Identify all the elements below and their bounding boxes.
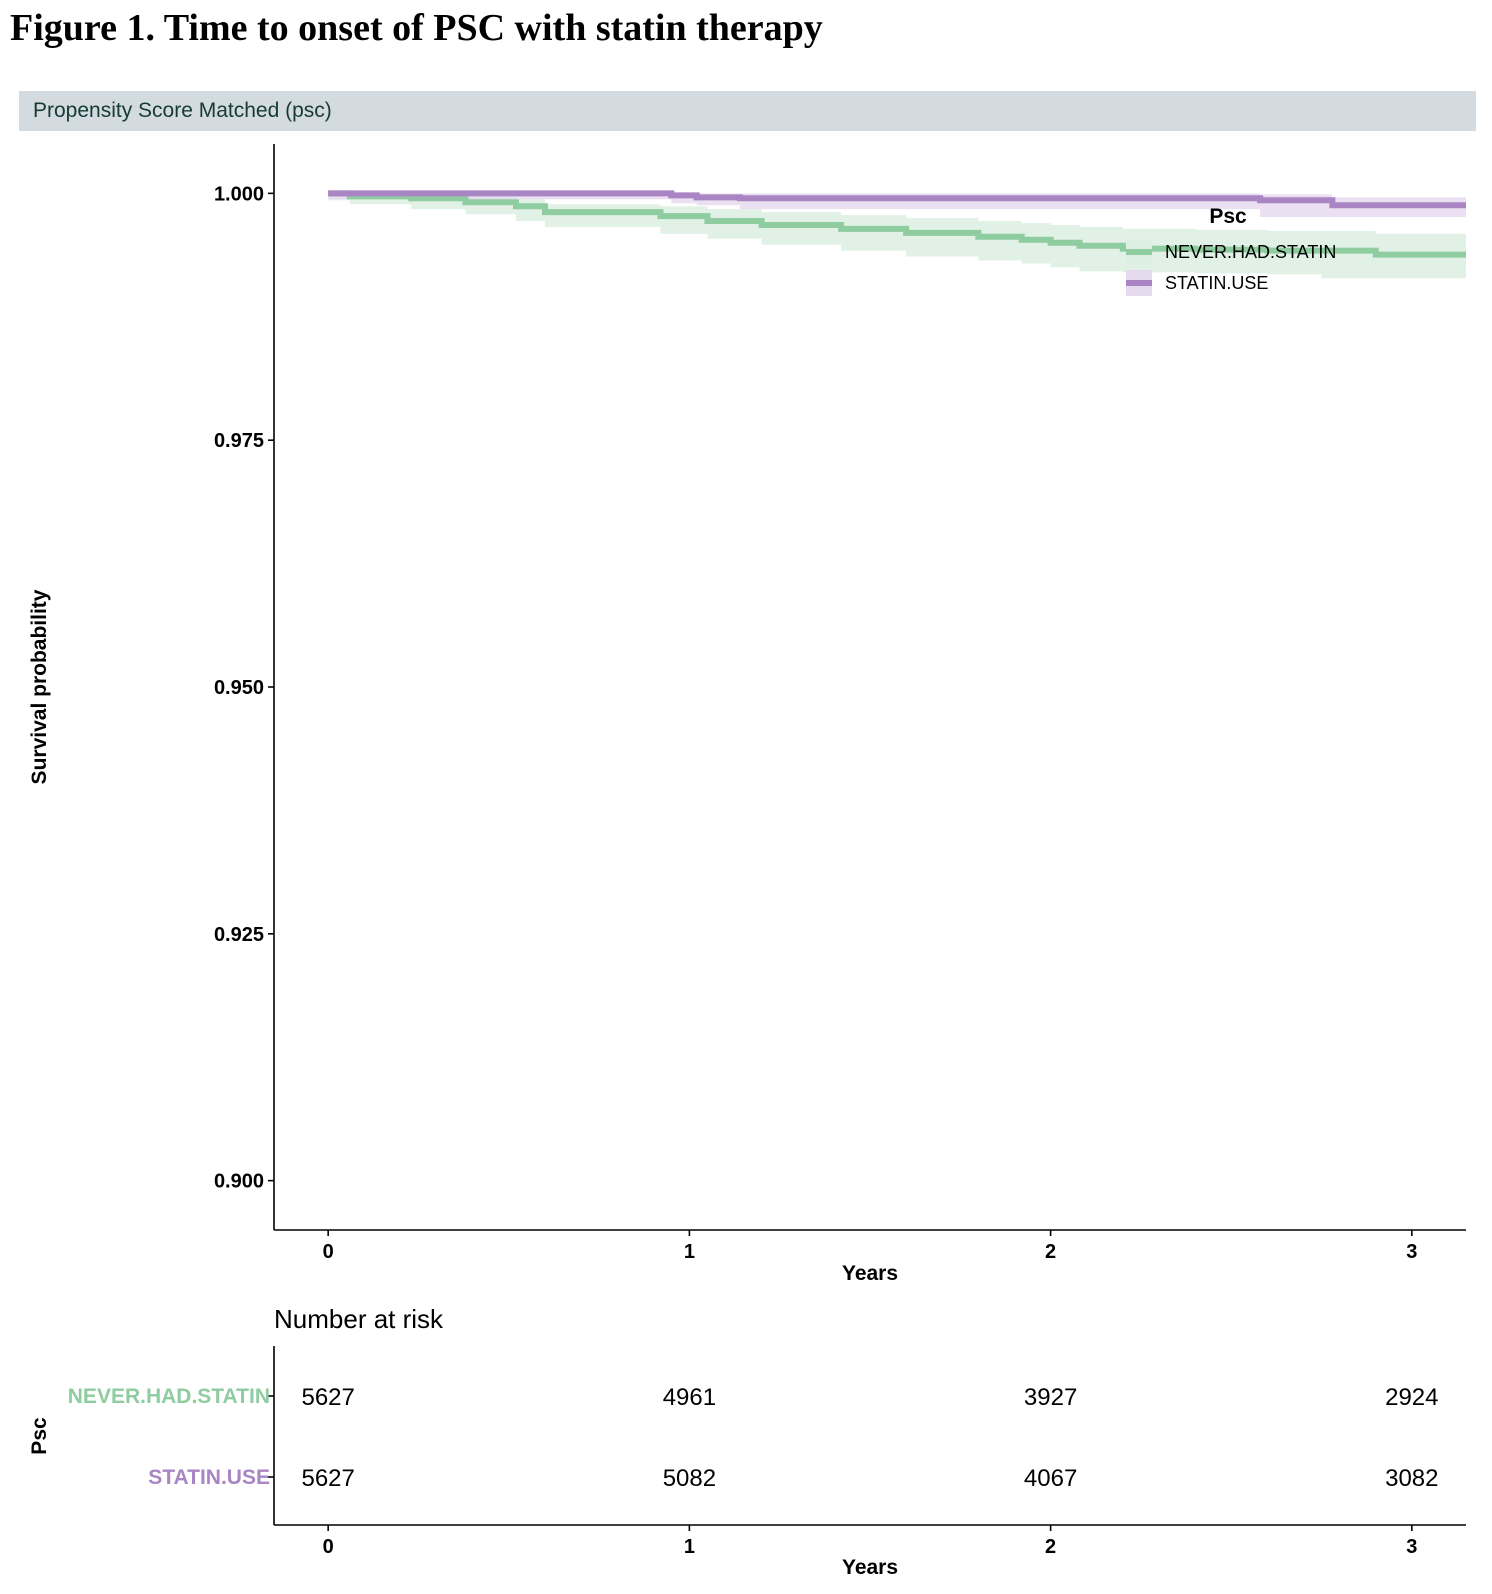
y-tick-label: 1.000 [214, 183, 264, 205]
risk-row-label: NEVER.HAD.STATIN [68, 1385, 270, 1408]
x-tick-label: 1 [684, 1241, 695, 1263]
x-axis-title: Years [842, 1262, 898, 1285]
risk-row-label: STATIN.USE [148, 1466, 270, 1489]
y-tick-label: 0.975 [214, 430, 264, 452]
risk-table-title: Number at risk [274, 1304, 444, 1334]
risk-count: 4961 [663, 1384, 716, 1411]
x-tick-label: 2 [1045, 1241, 1056, 1263]
survival-curves [328, 190, 1466, 258]
risk-x-tick-label: 2 [1045, 1536, 1056, 1558]
risk-y-axis-title: Psc [28, 1417, 51, 1455]
figure-title: Figure 1. Time to onset of PSC with stat… [10, 7, 823, 49]
risk-count: 4067 [1024, 1465, 1077, 1492]
x-tick-label: 3 [1406, 1241, 1417, 1263]
legend-title: Psc [1209, 205, 1247, 228]
risk-x-axis-title: Years [842, 1556, 898, 1579]
risk-count: 3082 [1385, 1465, 1438, 1492]
legend-label-never-had-statin: NEVER.HAD.STATIN [1165, 242, 1336, 262]
y-tick-label: 0.925 [214, 924, 264, 946]
x-tick-label: 0 [323, 1241, 334, 1263]
plot-axes: 0.900 0.925 0.950 0.975 1.000 0 1 2 3 Years Surviv… [28, 144, 1466, 1285]
legend: Psc NEVER.HAD.STATIN STATIN.USE [1126, 205, 1336, 296]
panel-label: Propensity Score Matched (psc) [33, 99, 332, 122]
risk-count: 5082 [663, 1465, 716, 1492]
panel-strip: Propensity Score Matched (psc) [19, 91, 1476, 131]
risk-x-tick-label: 0 [323, 1536, 334, 1558]
risk-count: 5627 [301, 1465, 354, 1492]
risk-count: 2924 [1385, 1384, 1438, 1411]
ci-bands [328, 193, 1466, 279]
y-tick-label: 0.950 [214, 677, 264, 699]
risk-count: 5627 [301, 1384, 354, 1411]
risk-table: Number at risk NEVER.HAD.STATIN 5627 4961 39… [28, 1304, 1466, 1579]
survival-line-never-had-statin [328, 190, 1466, 258]
y-axis-title: Survival probability [28, 589, 51, 784]
legend-label-statin-use: STATIN.USE [1165, 273, 1268, 293]
survival-line-statin-use [328, 190, 1466, 209]
risk-x-tick-label: 1 [684, 1536, 695, 1558]
risk-x-tick-label: 3 [1406, 1536, 1417, 1558]
y-tick-label: 0.900 [214, 1171, 264, 1193]
risk-count: 3927 [1024, 1384, 1077, 1411]
